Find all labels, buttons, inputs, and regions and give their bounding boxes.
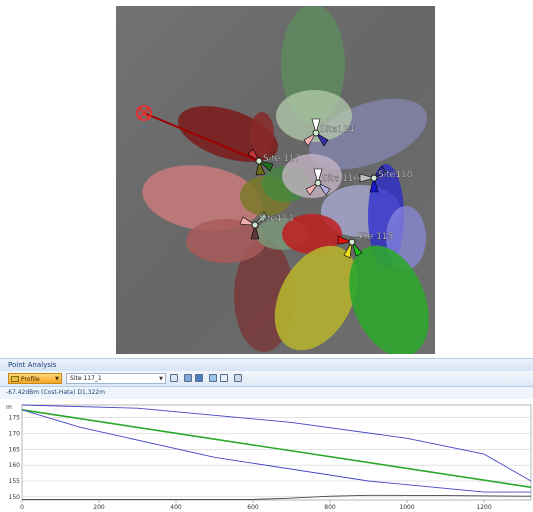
point-analysis-toolbar: Profile ▼ Site 117_1 ▼ — [0, 371, 533, 387]
site-118-marker[interactable]: Site118 — [359, 165, 413, 193]
export-icon[interactable] — [209, 374, 217, 382]
y-tick-label: 160 — [9, 462, 21, 469]
site116-light-lobe — [282, 154, 342, 198]
x-tick-label: 400 — [170, 504, 182, 511]
fresnel-upper-line — [21, 404, 532, 482]
x-tick-label: 0 — [20, 504, 24, 511]
profile-dropdown-button[interactable]: Profile ▼ — [8, 373, 62, 384]
site-115-label: Site 115 — [356, 232, 393, 242]
plot-area — [21, 404, 532, 501]
profile-button-label: Profile — [21, 376, 40, 383]
path-loss-info: -67.42dBm (Cost-Hata) D1,322m — [0, 387, 533, 399]
site115-red-lobe — [282, 214, 342, 254]
site117-small-lobe — [250, 112, 274, 156]
profile-chart-series — [21, 404, 532, 500]
chart-icon[interactable] — [170, 374, 178, 382]
site-116-marker[interactable]: Site 116 — [305, 168, 360, 196]
y-tick-label: 170 — [9, 431, 21, 438]
x-tick-label: 200 — [93, 504, 105, 511]
site-117-label: Site 117 — [263, 154, 300, 164]
profile-chart-grid — [21, 404, 532, 501]
chevron-down-icon: ▼ — [159, 376, 163, 382]
coverage-map-canvas[interactable]: Site 117 Site114 Site 116 Site118 — [116, 6, 435, 354]
terrain-profile-line — [22, 494, 532, 500]
site113-pink-lobe — [186, 219, 266, 263]
map-icon[interactable] — [184, 374, 192, 382]
profile-path-line — [143, 112, 260, 162]
point-analysis-panel: Point Analysis Profile ▼ Site 117_1 ▼ -6… — [0, 358, 533, 512]
site114-light-lobe — [276, 90, 352, 142]
x-tick-label: 600 — [247, 504, 259, 511]
site-117-marker[interactable]: Site 117 — [247, 148, 300, 176]
chevron-down-icon: ▼ — [55, 376, 59, 382]
site-113-label: Site113 — [259, 214, 293, 224]
profile-icon — [11, 376, 19, 382]
profile-start-marker[interactable] — [136, 105, 152, 121]
profile-chart-ticks: 150 155 160 165 170 175 0 200 400 600 800 1000 1200 — [9, 415, 492, 511]
direct-path-line — [21, 409, 532, 489]
x-tick-label: 800 — [324, 504, 336, 511]
coverage-map[interactable]: Site 117 Site114 Site 116 Site118 — [116, 6, 435, 354]
site-114-label: Site114 — [320, 125, 355, 135]
site-115-marker[interactable]: Site 115 — [337, 232, 393, 259]
x-tick-label: 1200 — [476, 504, 491, 511]
print-icon[interactable] — [234, 374, 242, 382]
layers-icon[interactable] — [195, 374, 203, 382]
y-tick-label: 165 — [9, 446, 21, 453]
y-tick-label: 155 — [9, 478, 21, 485]
site-114-marker[interactable]: Site114 — [303, 118, 355, 147]
site117-pink-lobe — [142, 165, 262, 231]
site-118-label: Site118 — [378, 170, 413, 180]
x-tick-label: 1000 — [399, 504, 414, 511]
y-tick-label: 150 — [9, 494, 21, 501]
point-analysis-title: Point Analysis — [0, 359, 533, 371]
site-116-label: Site 116 — [322, 174, 360, 184]
copy-icon[interactable] — [220, 374, 228, 382]
fresnel-lower-line — [21, 409, 531, 493]
site-113-marker[interactable]: Site113 — [239, 211, 294, 240]
site-select-value: Site 117_1 — [70, 375, 102, 382]
y-tick-label: 175 — [9, 415, 21, 422]
site115-green-lobe — [349, 245, 429, 354]
site115-yellow-lobe — [274, 245, 358, 351]
y-axis-unit: m — [6, 404, 12, 411]
site-select[interactable]: Site 117_1 ▼ — [66, 373, 166, 384]
